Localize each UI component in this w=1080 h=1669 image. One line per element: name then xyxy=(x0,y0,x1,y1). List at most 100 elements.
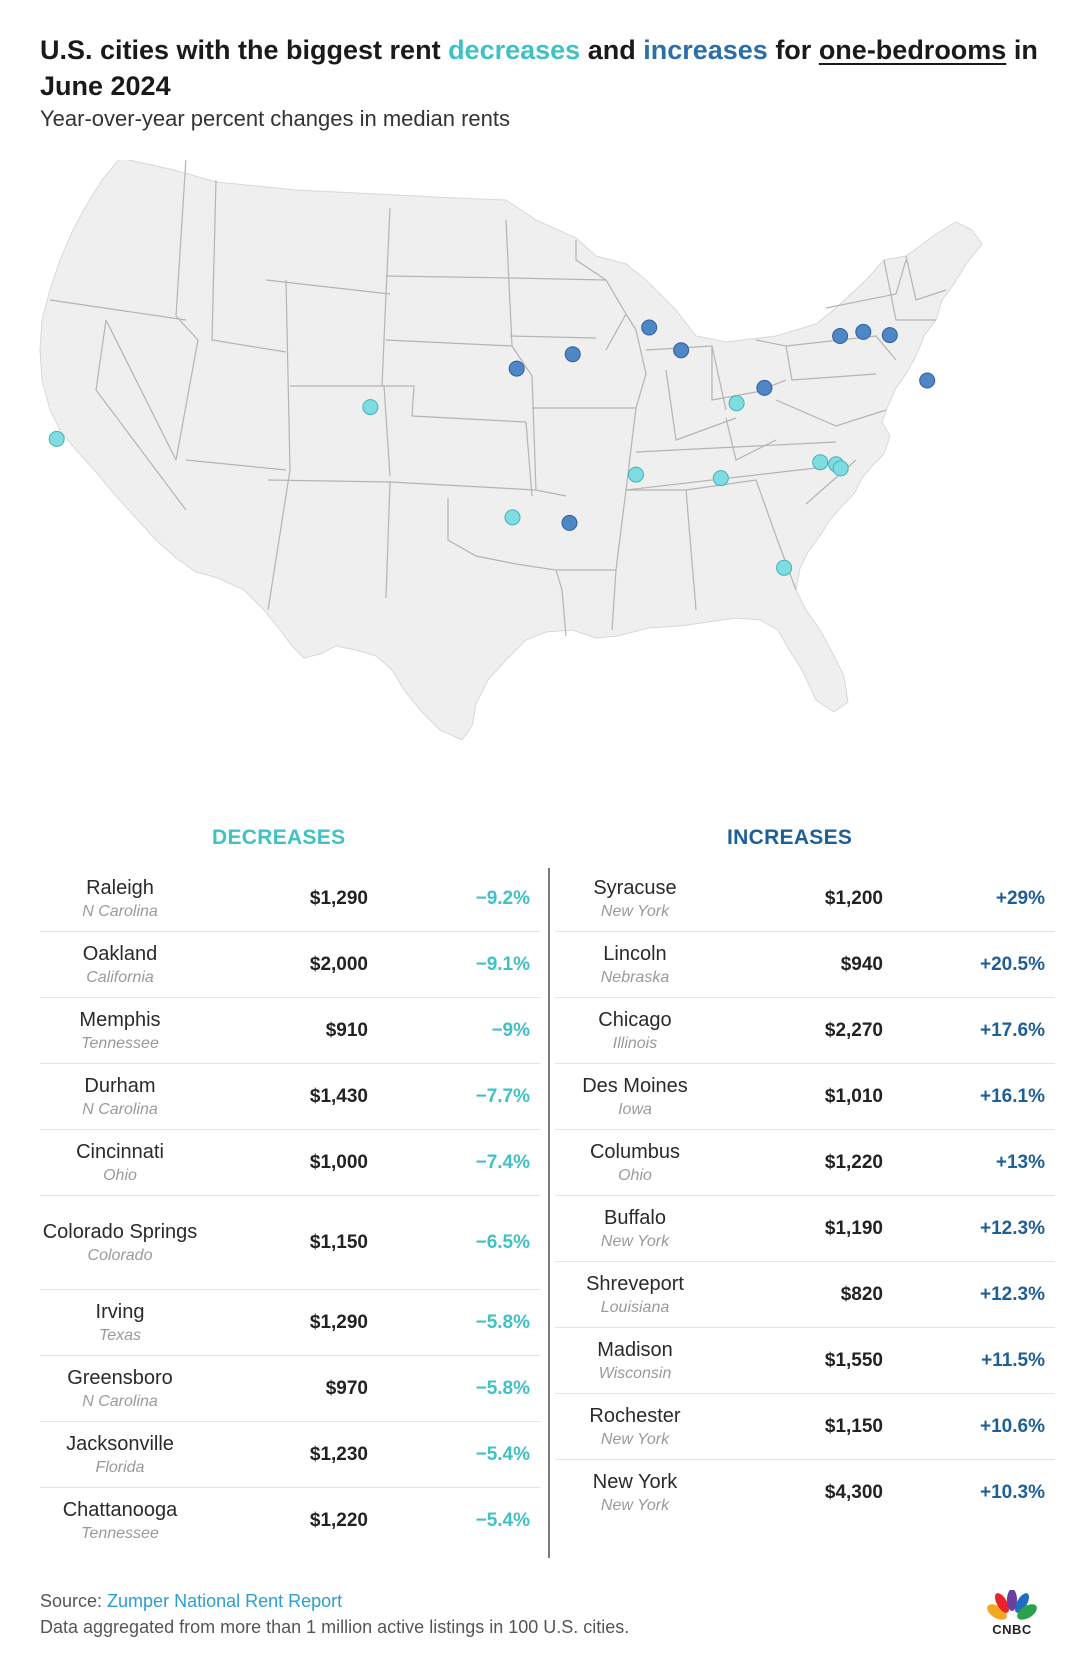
percent-change: +10.6% xyxy=(980,1415,1045,1437)
median-rent: $1,290 xyxy=(309,1311,368,1333)
median-rent: $1,200 xyxy=(824,887,883,909)
logo-wordmark: CNBC xyxy=(992,1622,1032,1637)
city-marker-syracuse[interactable] xyxy=(881,327,898,344)
median-rent: $820 xyxy=(840,1283,883,1305)
city-name: Cincinnati xyxy=(76,1140,164,1163)
table-row: Raleigh N Carolina $1,290 −9.2% xyxy=(40,866,540,932)
city-name: Raleigh xyxy=(86,876,154,899)
city-marker-rochester[interactable] xyxy=(855,323,872,340)
percent-change: −5.8% xyxy=(475,1311,530,1333)
city-marker-columbus[interactable] xyxy=(756,379,773,396)
median-rent: $1,550 xyxy=(824,1349,883,1371)
city-cell: Rochester New York xyxy=(555,1403,715,1451)
state-name: Ohio xyxy=(618,1166,652,1184)
city-name: Syracuse xyxy=(593,876,677,899)
state-name: N Carolina xyxy=(82,1392,158,1410)
city-marker-chattanooga[interactable] xyxy=(712,470,729,487)
percent-change: +16.1% xyxy=(980,1085,1045,1107)
median-rent: $1,220 xyxy=(824,1151,883,1173)
table-row: Chattanooga Tennessee $1,220 −5.4% xyxy=(40,1488,540,1554)
city-cell: Cincinnati Ohio xyxy=(40,1139,200,1187)
percent-change: +10.3% xyxy=(980,1482,1045,1503)
city-marker-des-moines[interactable] xyxy=(564,346,581,363)
city-marker-memphis[interactable] xyxy=(628,466,644,483)
title-text-date: in June 2024 xyxy=(40,35,1038,101)
city-marker-chicago[interactable] xyxy=(673,342,690,359)
city-marker-greensboro[interactable] xyxy=(812,454,829,471)
city-name: Buffalo xyxy=(604,1206,666,1229)
city-cell: Syracuse New York xyxy=(555,875,715,923)
city-name: New York xyxy=(592,1471,678,1493)
table-row: Columbus Ohio $1,220 +13% xyxy=(555,1130,1055,1196)
city-name: Rochester xyxy=(589,1404,681,1427)
median-rent: $1,430 xyxy=(309,1085,368,1107)
city-cell: Shreveport Louisiana xyxy=(555,1271,715,1319)
percent-change: +29% xyxy=(995,887,1045,909)
percent-change: −7.4% xyxy=(475,1151,530,1173)
title-text-and: and xyxy=(580,35,644,65)
title-decreases-word: decreases xyxy=(448,35,581,65)
city-marker-colorado-springs[interactable] xyxy=(362,399,379,416)
state-name: Tennessee xyxy=(81,1034,159,1052)
city-marker-shreveport[interactable] xyxy=(561,514,578,531)
source-label: Source: xyxy=(40,1591,108,1611)
median-rent: $1,230 xyxy=(309,1443,368,1465)
median-rent: $2,000 xyxy=(309,953,368,975)
table-row: Buffalo New York $1,190 +12.3% xyxy=(555,1196,1055,1262)
state-name: Tennessee xyxy=(81,1525,159,1542)
city-cell: Memphis Tennessee xyxy=(40,1007,200,1055)
percent-change: −9.1% xyxy=(475,953,530,975)
state-name: Ohio xyxy=(103,1166,137,1184)
city-name: Irving xyxy=(95,1300,145,1323)
city-name: Des Moines xyxy=(582,1074,688,1097)
city-marker-raleigh[interactable] xyxy=(832,460,849,477)
us-map-svg xyxy=(39,157,983,741)
title-one-bedrooms: one-bedrooms xyxy=(818,35,1007,65)
percent-change: +12.3% xyxy=(980,1217,1045,1239)
city-marker-jacksonville[interactable] xyxy=(776,559,793,576)
state-name: Wisconsin xyxy=(598,1364,672,1382)
city-marker-madison[interactable] xyxy=(641,319,658,336)
source-line: Source: Zumper National Rent Report xyxy=(40,1588,629,1614)
table-row: Memphis Tennessee $910 −9% xyxy=(40,998,540,1064)
percent-change: +17.6% xyxy=(980,1019,1045,1041)
city-name: Chattanooga xyxy=(62,1499,178,1521)
state-name: Florida xyxy=(95,1458,145,1476)
city-cell: Lincoln Nebraska xyxy=(555,941,715,989)
state-name: New York xyxy=(600,1430,670,1448)
state-name: Texas xyxy=(98,1326,142,1344)
table-row: Lincoln Nebraska $940 +20.5% xyxy=(555,932,1055,998)
median-rent: $2,270 xyxy=(824,1019,883,1041)
city-cell: Chattanooga Tennessee xyxy=(40,1497,200,1545)
city-marker-buffalo[interactable] xyxy=(832,328,849,344)
city-markers xyxy=(48,319,936,576)
median-rent: $1,150 xyxy=(824,1415,883,1437)
city-name: Jacksonville xyxy=(66,1432,174,1455)
table-row: Des Moines Iowa $1,010 +16.1% xyxy=(555,1064,1055,1130)
decreases-header: DECREASES xyxy=(212,826,346,849)
median-rent: $910 xyxy=(325,1019,368,1041)
city-cell: Greensboro N Carolina xyxy=(40,1365,200,1413)
peacock-logo-icon: CNBC xyxy=(986,1589,1038,1642)
city-cell: Colorado Springs Colorado xyxy=(40,1219,200,1267)
city-name: Oakland xyxy=(82,942,158,965)
table-row: New York New York $4,300 +10.3% xyxy=(555,1460,1055,1526)
footer-note: Data aggregated from more than 1 million… xyxy=(40,1617,630,1637)
city-name: Columbus xyxy=(589,1140,681,1163)
city-marker-new-york[interactable] xyxy=(919,372,936,389)
source-link[interactable]: Zumper National Rent Report xyxy=(107,1591,343,1611)
table-row: Colorado Springs Colorado $1,150 −6.5% xyxy=(40,1196,540,1290)
city-marker-lincoln[interactable] xyxy=(508,360,525,377)
peacock-logo-svg xyxy=(987,1589,1037,1623)
table-divider xyxy=(548,868,550,1558)
median-rent: $1,220 xyxy=(309,1510,368,1531)
city-marker-oakland[interactable] xyxy=(48,430,65,447)
chart-title: U.S. cities with the biggest rent decrea… xyxy=(40,32,1040,104)
percent-change: −9.2% xyxy=(475,887,530,909)
median-rent: $1,010 xyxy=(824,1085,883,1107)
percent-change: +13% xyxy=(995,1151,1045,1173)
city-name: Lincoln xyxy=(603,942,667,965)
city-marker-irving[interactable] xyxy=(504,509,521,526)
city-marker-cincinnati[interactable] xyxy=(728,395,745,412)
state-name: Illinois xyxy=(612,1034,658,1052)
